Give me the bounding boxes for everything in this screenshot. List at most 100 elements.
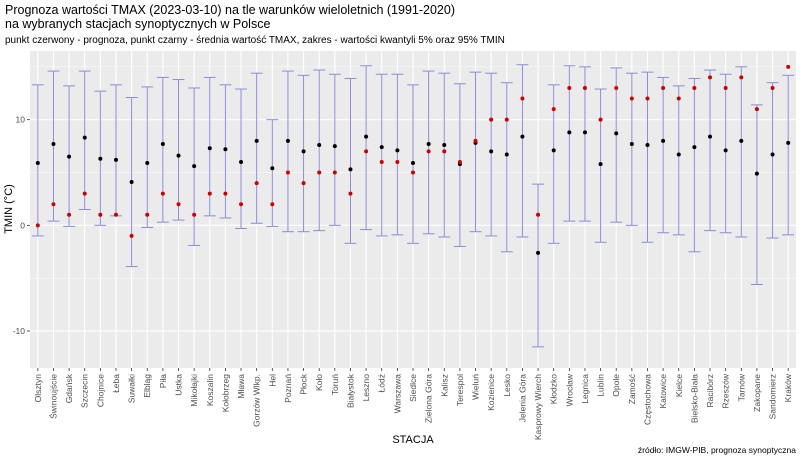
forecast-point <box>520 96 525 101</box>
chart-title-line2: na wybranych stacjach synoptycznych w Po… <box>5 17 270 31</box>
x-tick-label: Mława <box>236 374 246 399</box>
x-tick-label: Siedlce <box>408 374 418 402</box>
x-tick-label: Kłodzko <box>549 374 559 405</box>
x-tick-label: Łeba <box>111 374 121 393</box>
forecast-point <box>176 202 181 207</box>
forecast-point <box>285 170 290 175</box>
x-tick-label: Szczecin <box>80 374 90 408</box>
x-tick-label: Bielsko-Biała <box>689 374 699 423</box>
mean-point <box>770 152 775 157</box>
forecast-point <box>317 170 322 175</box>
x-tick-label: Częstochowa <box>642 374 652 425</box>
y-ticks: -10 0 10 <box>13 115 30 336</box>
x-tick-label: Hel <box>267 374 277 387</box>
mean-point <box>129 180 134 185</box>
x-tick-label: Jelenia Góra <box>517 374 527 422</box>
forecast-point <box>551 107 556 112</box>
forecast-point <box>457 159 462 164</box>
data-marks <box>31 64 795 348</box>
mean-point <box>113 157 118 162</box>
x-tick-labels: Olsztyn Świnoujście Gdańsk Szczecin Chojnice… <box>33 368 793 440</box>
mean-point <box>160 141 165 146</box>
mean-point <box>239 159 244 164</box>
mean-point <box>98 156 103 161</box>
x-tick-label: Koło <box>314 374 324 391</box>
mean-point <box>395 148 400 153</box>
forecast-point <box>223 191 228 196</box>
forecast-point <box>82 191 87 196</box>
x-tick-label: Płock <box>299 373 309 395</box>
x-tick-label: Kozienice <box>486 374 496 411</box>
forecast-point <box>692 85 697 90</box>
x-tick-label: Mikołajki <box>189 374 199 407</box>
chart-title-line1: Prognoza wartości TMAX (2023-03-10) na t… <box>5 3 455 17</box>
x-tick-label: Chojnice <box>95 374 105 407</box>
forecast-point <box>332 170 337 175</box>
x-tick-label: Toruń <box>330 374 340 396</box>
x-tick-label: Kalisz <box>439 374 449 397</box>
y-tick-label: -10 <box>13 326 26 336</box>
mean-point <box>67 154 72 159</box>
x-tick-label: Piła <box>158 374 168 388</box>
x-tick-label: Suwałki <box>127 374 137 403</box>
x-tick-label: Koszalin <box>205 374 215 406</box>
x-tick-label: Wrocław <box>564 373 574 406</box>
forecast-point <box>489 117 494 122</box>
mean-point <box>332 144 337 149</box>
x-tick-label: Kielce <box>674 374 684 397</box>
x-tick-label: Olsztyn <box>33 374 43 403</box>
mean-point <box>692 145 697 150</box>
x-tick-label: Łódź <box>377 374 387 392</box>
mean-point <box>504 152 509 157</box>
forecast-point <box>582 85 587 90</box>
mean-point <box>786 140 791 145</box>
x-tick-label: Zamość <box>627 373 637 404</box>
mean-point <box>411 161 415 166</box>
x-tick-label: Lublin <box>596 374 606 397</box>
forecast-point <box>786 64 791 69</box>
x-tick-label: Zakopane <box>752 374 762 412</box>
forecast-point <box>629 96 634 101</box>
forecast-point <box>426 149 431 154</box>
mean-point <box>192 164 197 169</box>
forecast-point <box>598 117 603 122</box>
mean-point <box>379 145 384 150</box>
mean-point <box>176 153 181 158</box>
mean-point <box>598 162 603 167</box>
chart-subtitle: punkt czerwony - prognoza, punkt czarny … <box>5 35 505 46</box>
x-tick-label: Wieluń <box>471 374 481 400</box>
forecast-point <box>254 181 259 186</box>
forecast-point <box>379 159 384 164</box>
forecast-point <box>676 96 681 101</box>
x-tick-label: Leszno <box>361 374 371 402</box>
forecast-point <box>504 117 509 122</box>
x-tick-label: Opole <box>611 374 621 397</box>
x-tick-label: Kołobrzeg <box>220 374 230 413</box>
x-tick-label: Zielona Góra <box>424 374 434 423</box>
forecast-point <box>98 212 103 217</box>
forecast-point <box>614 85 619 90</box>
mean-point <box>489 149 494 154</box>
y-tick-label: 0 <box>20 220 25 230</box>
mean-point <box>442 143 447 148</box>
mean-point <box>582 130 587 135</box>
forecast-point <box>51 202 56 207</box>
forecast-point <box>723 85 728 90</box>
mean-point <box>254 138 259 143</box>
forecast-point <box>770 85 775 90</box>
mean-point <box>301 149 306 154</box>
mean-point <box>51 141 56 146</box>
y-tick-label: 10 <box>16 115 26 125</box>
mean-point <box>82 135 87 140</box>
mean-point <box>551 148 556 153</box>
forecast-point <box>739 75 744 80</box>
forecast-point <box>473 138 478 143</box>
x-tick-label: Świnoujście <box>47 374 58 419</box>
x-tick-label: Tarnów <box>736 373 746 401</box>
x-tick-label: Gdańsk <box>64 373 74 403</box>
mean-point <box>223 147 228 152</box>
forecast-point <box>661 85 666 90</box>
forecast-point <box>270 202 275 207</box>
mean-point <box>739 138 744 143</box>
mean-point <box>614 131 619 136</box>
